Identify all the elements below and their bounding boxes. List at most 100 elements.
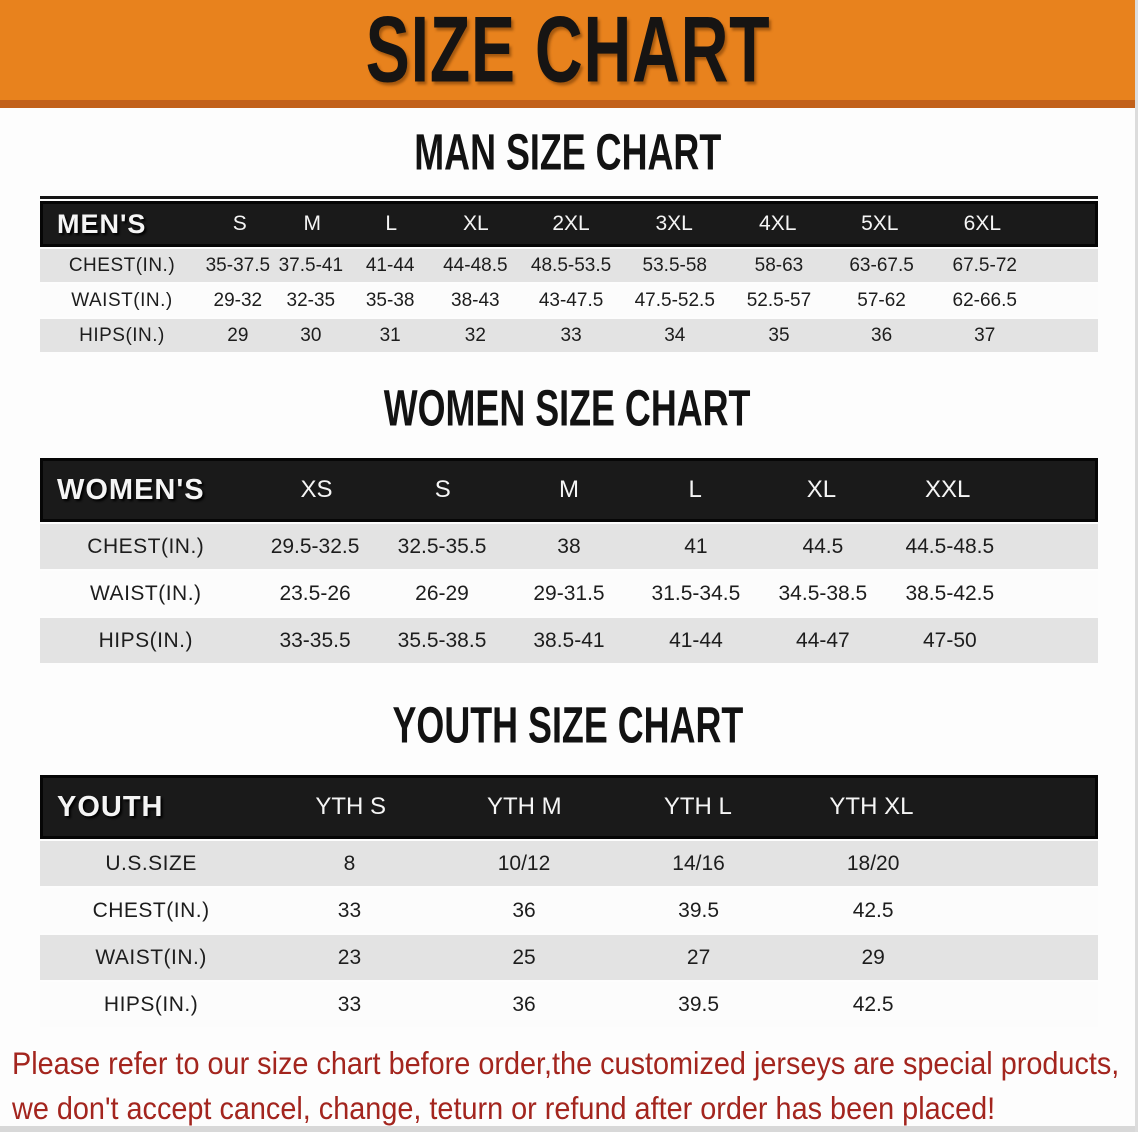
table-cell: 67.5-72 bbox=[952, 254, 1017, 276]
table-cell: 42.5 bbox=[852, 898, 894, 922]
row-label: WAIST(IN.) bbox=[95, 945, 207, 969]
table-cell: 29.5-32.5 bbox=[270, 534, 360, 558]
men-table-header-band: MEN'S S M L XL 2XL 3XL 4XL 5XL 6XL bbox=[40, 201, 1098, 247]
table-cell: 38.5-41 bbox=[533, 628, 605, 652]
table-cell: 38-43 bbox=[451, 289, 500, 311]
table-cell: 36 bbox=[871, 324, 893, 346]
footnote: Please refer to our size chart before or… bbox=[12, 1041, 1135, 1131]
women-size-column-header: XL bbox=[806, 476, 837, 503]
row-label: HIPS(IN.) bbox=[103, 992, 199, 1016]
row-label: CHEST(IN.) bbox=[68, 254, 176, 276]
men-size-column-header: 5XL bbox=[861, 212, 899, 235]
row-label: WAIST(IN.) bbox=[71, 289, 173, 311]
table-cell: 29-31.5 bbox=[533, 581, 605, 605]
women-table: WOMEN'S XS S M L XL XXL CHEST(IN.) 29.5-32.5 32.5… bbox=[40, 458, 1098, 663]
table-cell: 27 bbox=[686, 945, 711, 969]
men-heading: MAN SIZE CHART bbox=[0, 123, 1135, 181]
men-group-label: MEN'S bbox=[57, 208, 147, 239]
men-section: MAN SIZE CHART MEN'S S M L XL 2XL 3XL 4XL 5XL 6XL C… bbox=[0, 123, 1135, 352]
table-cell: 23 bbox=[337, 945, 362, 969]
row-label: CHEST(IN.) bbox=[87, 534, 205, 558]
men-size-column-header: M bbox=[303, 212, 322, 235]
table-cell: 35.5-38.5 bbox=[397, 628, 487, 652]
youth-size-column-header: YTH XL bbox=[829, 793, 914, 820]
table-cell: 43-47.5 bbox=[538, 289, 604, 311]
table-cell: 10/12 bbox=[497, 851, 551, 875]
table-cell: 37 bbox=[974, 324, 996, 346]
table-cell: 58-63 bbox=[754, 254, 804, 276]
table-cell: 41-44 bbox=[669, 628, 723, 652]
youth-table-row: U.S.SIZE 8 10/12 14/16 18/20 bbox=[40, 841, 1098, 886]
table-cell: 34.5-38.5 bbox=[778, 581, 868, 605]
women-heading-text: WOMEN SIZE CHART bbox=[384, 379, 751, 437]
table-cell: 33 bbox=[337, 898, 362, 922]
table-cell: 52.5-57 bbox=[746, 289, 812, 311]
table-cell: 37.5-41 bbox=[278, 254, 344, 276]
women-table-header-band: WOMEN'S XS S M L XL XXL bbox=[40, 458, 1098, 522]
youth-heading: YOUTH SIZE CHART bbox=[0, 696, 1135, 754]
youth-table-row: CHEST(IN.) 33 36 39.5 42.5 bbox=[40, 888, 1098, 933]
table-cell: 44-47 bbox=[796, 628, 850, 652]
youth-section: YOUTH SIZE CHART YOUTH YTH S YTH M YTH L YTH … bbox=[0, 696, 1135, 1027]
bottom-edge-strip bbox=[0, 1126, 1135, 1132]
men-size-column-header: S bbox=[232, 212, 247, 235]
youth-heading-text: YOUTH SIZE CHART bbox=[392, 696, 743, 754]
table-cell: 44-48.5 bbox=[443, 254, 508, 276]
women-size-column-header: L bbox=[688, 476, 702, 503]
table-cell: 38 bbox=[557, 534, 581, 558]
table-cell: 42.5 bbox=[852, 992, 894, 1016]
youth-size-column-header: YTH M bbox=[486, 793, 562, 820]
footnote-line-1: Please refer to our size chart before or… bbox=[12, 1045, 1120, 1082]
men-table-row: HIPS(IN.) 29 30 31 32 33 34 35 36 37 bbox=[40, 319, 1098, 352]
women-table-row: CHEST(IN.) 29.5-32.5 32.5-35.5 38 41 44.5 44.5… bbox=[40, 524, 1098, 569]
table-cell: 29 bbox=[227, 324, 249, 346]
women-size-column-header: XXL bbox=[924, 476, 971, 503]
table-cell: 29-32 bbox=[213, 289, 263, 311]
youth-size-column-header: YTH S bbox=[315, 793, 387, 820]
table-cell: 41 bbox=[684, 534, 708, 558]
table-cell: 47-50 bbox=[922, 628, 977, 652]
table-cell: 33 bbox=[337, 992, 362, 1016]
youth-table-row: HIPS(IN.) 33 36 39.5 42.5 bbox=[40, 982, 1098, 1027]
row-label: HIPS(IN.) bbox=[79, 324, 165, 346]
table-cell: 31 bbox=[379, 324, 401, 346]
women-section: WOMEN SIZE CHART WOMEN'S XS S M L XL XXL CHEST(I… bbox=[0, 379, 1135, 663]
table-cell: 35 bbox=[768, 324, 790, 346]
table-cell: 32.5-35.5 bbox=[397, 534, 487, 558]
row-label: U.S.SIZE bbox=[105, 851, 197, 875]
table-cell: 33 bbox=[560, 324, 582, 346]
men-table-row: WAIST(IN.) 29-32 32-35 35-38 38-43 43-47.5 47.… bbox=[40, 284, 1098, 317]
table-cell: 25 bbox=[512, 945, 536, 969]
row-label: WAIST(IN.) bbox=[90, 581, 202, 605]
table-cell: 62-66.5 bbox=[952, 289, 1017, 311]
table-cell: 32-35 bbox=[286, 289, 336, 311]
table-cell: 41-44 bbox=[365, 254, 415, 276]
table-cell: 47.5-52.5 bbox=[634, 289, 715, 311]
table-cell: 31.5-34.5 bbox=[651, 581, 741, 605]
women-size-column-header: S bbox=[434, 476, 451, 503]
table-cell: 34 bbox=[664, 324, 686, 346]
youth-group-label: YOUTH bbox=[57, 790, 164, 823]
table-cell: 33-35.5 bbox=[279, 628, 351, 652]
banner: SIZE CHART bbox=[0, 0, 1135, 102]
women-size-column-header: M bbox=[558, 476, 579, 503]
table-cell: 35-37.5 bbox=[205, 254, 271, 276]
table-cell: 32 bbox=[464, 324, 486, 346]
banner-title: SIZE CHART bbox=[365, 0, 770, 102]
table-cell: 44.5-48.5 bbox=[905, 534, 995, 558]
men-heading-text: MAN SIZE CHART bbox=[414, 123, 721, 181]
size-tables-container: MAN SIZE CHART MEN'S S M L XL 2XL 3XL 4XL 5XL 6XL C… bbox=[0, 123, 1135, 1027]
men-size-column-header: 2XL bbox=[552, 212, 590, 235]
men-size-column-header: XL bbox=[463, 212, 489, 235]
table-cell: 53.5-58 bbox=[642, 254, 707, 276]
youth-table-header-band: YOUTH YTH S YTH M YTH L YTH XL bbox=[40, 775, 1098, 839]
women-heading: WOMEN SIZE CHART bbox=[0, 379, 1135, 437]
table-cell: 63-67.5 bbox=[849, 254, 914, 276]
men-table-row: CHEST(IN.) 35-37.5 37.5-41 41-44 44-48.5 48.5… bbox=[40, 249, 1098, 282]
men-size-column-header: 6XL bbox=[963, 212, 1002, 235]
table-cell: 8 bbox=[343, 851, 356, 875]
table-cell: 39.5 bbox=[678, 898, 720, 922]
men-size-column-header: 4XL bbox=[759, 212, 797, 235]
table-cell: 30 bbox=[300, 324, 322, 346]
